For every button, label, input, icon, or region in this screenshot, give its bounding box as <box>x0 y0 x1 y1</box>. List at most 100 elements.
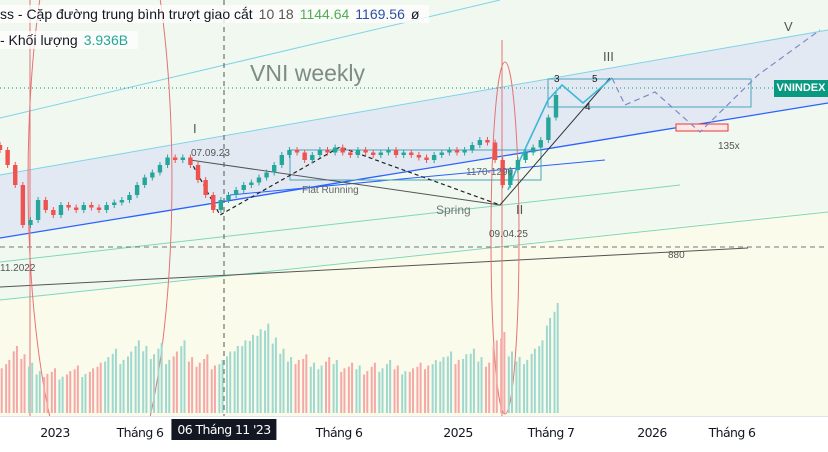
candle <box>172 157 178 160</box>
price-chart[interactable]: I II III V 3 4 5 07.09.23 09.04.25 11.20… <box>0 0 828 416</box>
volume-bar <box>500 338 503 413</box>
volume-bar <box>252 334 255 413</box>
volume-bar <box>149 359 152 413</box>
volume-bar <box>233 351 236 413</box>
candle <box>43 200 48 210</box>
label-880: 880 <box>668 250 685 261</box>
volume-bar <box>84 373 87 413</box>
volume-bar <box>218 364 221 413</box>
volume-bar <box>157 348 160 413</box>
candle <box>371 152 376 155</box>
label-zone: 1170-1290 <box>466 167 514 178</box>
volume-bar <box>343 368 346 413</box>
volume-bar <box>104 361 107 413</box>
volume-bar <box>378 371 381 413</box>
label-flat-running: Flat Running <box>302 185 359 196</box>
candle <box>294 150 300 153</box>
candle <box>363 150 368 153</box>
candle <box>0 145 3 150</box>
volume-bar <box>351 362 354 413</box>
volume-bar <box>472 348 475 413</box>
volume-bar <box>92 368 95 413</box>
volume-legend[interactable]: - Khối lượng 3.936B <box>0 31 139 49</box>
label-sub-4: 4 <box>585 102 591 113</box>
volume-bar <box>81 377 84 413</box>
candle <box>180 157 185 160</box>
volume-bar <box>54 368 57 413</box>
volume-bar <box>511 351 514 413</box>
ma-cross-legend[interactable]: ss - Cặp đường trung bình trượt giao cắt… <box>0 5 430 23</box>
candle <box>355 150 361 155</box>
volume-bar <box>198 362 201 413</box>
tick-jun-2024: Tháng 6 <box>315 425 363 440</box>
volume-bar <box>73 369 76 413</box>
volume-bar <box>15 345 18 413</box>
volume-bar <box>442 357 445 413</box>
volume-bar <box>411 368 414 413</box>
time-cycle-arc-2 <box>490 61 520 415</box>
volume-bar <box>393 369 396 413</box>
volume-bar <box>236 345 239 413</box>
volume-bar <box>495 340 498 413</box>
candle <box>462 150 467 153</box>
volume-bar <box>241 346 244 413</box>
candle <box>256 177 262 183</box>
long-trend-line <box>0 247 749 288</box>
trend-line <box>229 159 606 196</box>
candle <box>264 172 269 178</box>
volume-bar <box>533 348 536 413</box>
volume-bar <box>88 371 91 413</box>
candle <box>492 142 498 160</box>
volume-bar <box>130 351 133 413</box>
time-axis[interactable]: 2023 Tháng 6 06 Tháng 11 '23 Tháng 6 202… <box>0 416 828 452</box>
candle <box>58 205 64 215</box>
candle <box>218 200 224 210</box>
candle <box>416 155 422 158</box>
label-wave-2: II <box>516 202 523 217</box>
support-line <box>0 184 681 263</box>
volume-bar <box>31 362 34 413</box>
volume-bar <box>381 368 384 413</box>
candle <box>119 200 125 203</box>
volume-bar <box>320 365 323 413</box>
volume-bar <box>46 373 49 413</box>
symbol-price-tag: VNINDEX <box>774 80 828 97</box>
candle <box>104 205 109 210</box>
volume-bar <box>66 374 69 413</box>
volume-bar <box>312 362 315 413</box>
ma-slow-value: 1169.56 <box>355 6 405 22</box>
channel-upper-line <box>0 29 828 176</box>
candle <box>431 155 437 160</box>
candle <box>500 160 505 185</box>
label-sub-5: 5 <box>592 74 598 85</box>
tick-jun-2026: Tháng 6 <box>708 425 756 440</box>
label-date-low: 11.2022 <box>0 263 36 274</box>
volume-bar <box>370 366 373 413</box>
volume-bar <box>35 374 38 413</box>
candle <box>447 150 452 153</box>
volume-bar <box>401 374 404 413</box>
volume-bar <box>328 357 331 413</box>
volume-bar <box>530 353 533 413</box>
label-spring: Spring <box>436 203 471 217</box>
candle <box>51 210 56 215</box>
wave-3-line <box>499 77 611 206</box>
volume-bar <box>279 353 282 413</box>
candle <box>477 140 483 145</box>
candle <box>386 150 391 153</box>
volume-bar <box>325 361 328 413</box>
label-wave-3: III <box>603 49 614 64</box>
volume-bar <box>145 345 148 413</box>
volume-label: - Khối lượng <box>0 32 78 48</box>
volume-bar <box>183 340 186 413</box>
volume-bar <box>358 365 361 413</box>
volume-bar <box>294 364 297 413</box>
volume-bar <box>484 366 487 413</box>
volume-bar <box>187 361 190 413</box>
candle <box>530 147 536 153</box>
volume-bar <box>210 369 213 413</box>
volume-bar <box>335 359 338 413</box>
indicator-symbol: ø <box>410 6 420 22</box>
volume-value: 3.936B <box>83 32 129 48</box>
candle <box>35 200 41 220</box>
